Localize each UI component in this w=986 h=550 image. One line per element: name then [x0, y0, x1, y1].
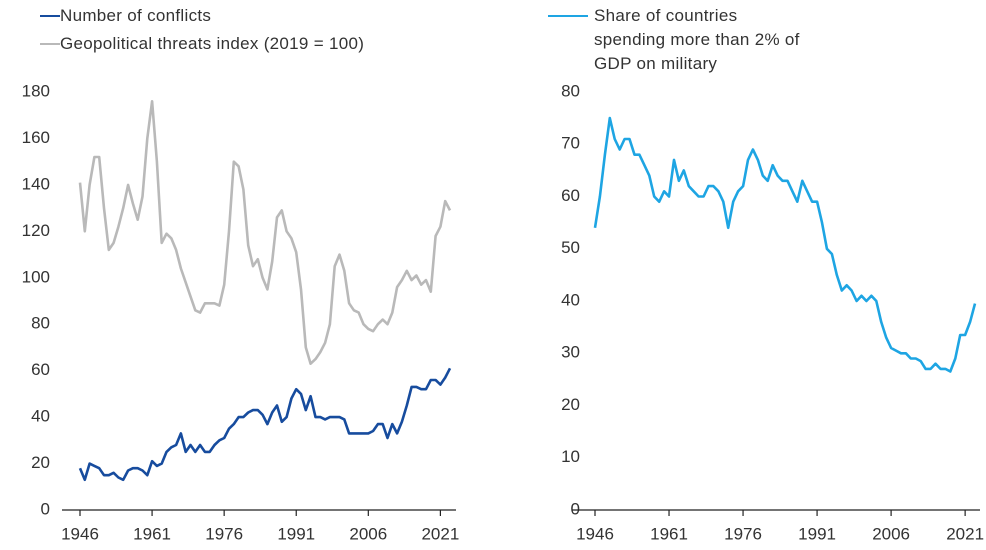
x-tick-label: 2006 — [872, 524, 910, 543]
x-tick-label: 1976 — [205, 524, 243, 543]
x-tick-label: 1961 — [133, 524, 171, 543]
legend-label: Number of conflicts — [60, 6, 212, 25]
y-tick-label: 120 — [22, 221, 50, 240]
y-tick-label: 60 — [561, 186, 580, 205]
legend-swatch — [40, 43, 60, 45]
legend: Share of countries spending more than 2%… — [548, 4, 803, 80]
x-tick-label: 1946 — [576, 524, 614, 543]
x-tick-label: 2021 — [421, 524, 459, 543]
y-tick-label: 0 — [571, 499, 580, 518]
y-tick-label: 80 — [31, 314, 50, 333]
y-tick-label: 160 — [22, 128, 50, 147]
y-tick-label: 180 — [22, 81, 50, 100]
y-tick-label: 70 — [561, 134, 580, 153]
legend-item: Geopolitical threats index (2019 = 100) — [40, 32, 500, 56]
y-tick-label: 30 — [561, 343, 580, 362]
legend: Number of conflicts Geopolitical threats … — [40, 4, 500, 60]
legend-item: Number of conflicts — [40, 4, 500, 28]
data-line — [78, 367, 452, 482]
legend-swatch — [548, 15, 588, 17]
y-tick-label: 0 — [41, 499, 50, 518]
x-tick-label: 2006 — [349, 524, 387, 543]
y-tick-label: 50 — [561, 238, 580, 257]
x-tick-label: 1991 — [798, 524, 836, 543]
data-line — [593, 116, 977, 373]
y-tick-label: 140 — [22, 174, 50, 193]
y-tick-label: 20 — [561, 395, 580, 414]
legend-label: Share of countries spending more than 2%… — [594, 6, 800, 73]
x-tick-label: 1976 — [724, 524, 762, 543]
y-tick-label: 100 — [22, 267, 50, 286]
y-tick-label: 80 — [561, 81, 580, 100]
y-tick-label: 20 — [31, 453, 50, 472]
y-tick-label: 10 — [561, 447, 580, 466]
x-tick-label: 1946 — [61, 524, 99, 543]
y-tick-label: 60 — [31, 360, 50, 379]
legend-label: Geopolitical threats index (2019 = 100) — [60, 34, 365, 53]
y-tick-label: 40 — [31, 407, 50, 426]
x-tick-label: 1991 — [277, 524, 315, 543]
y-tick-label: 40 — [561, 290, 580, 309]
x-tick-label: 1961 — [650, 524, 688, 543]
x-tick-label: 2021 — [946, 524, 984, 543]
legend-swatch — [40, 15, 60, 17]
legend-item: Share of countries spending more than 2%… — [548, 4, 803, 76]
data-line — [78, 100, 452, 366]
